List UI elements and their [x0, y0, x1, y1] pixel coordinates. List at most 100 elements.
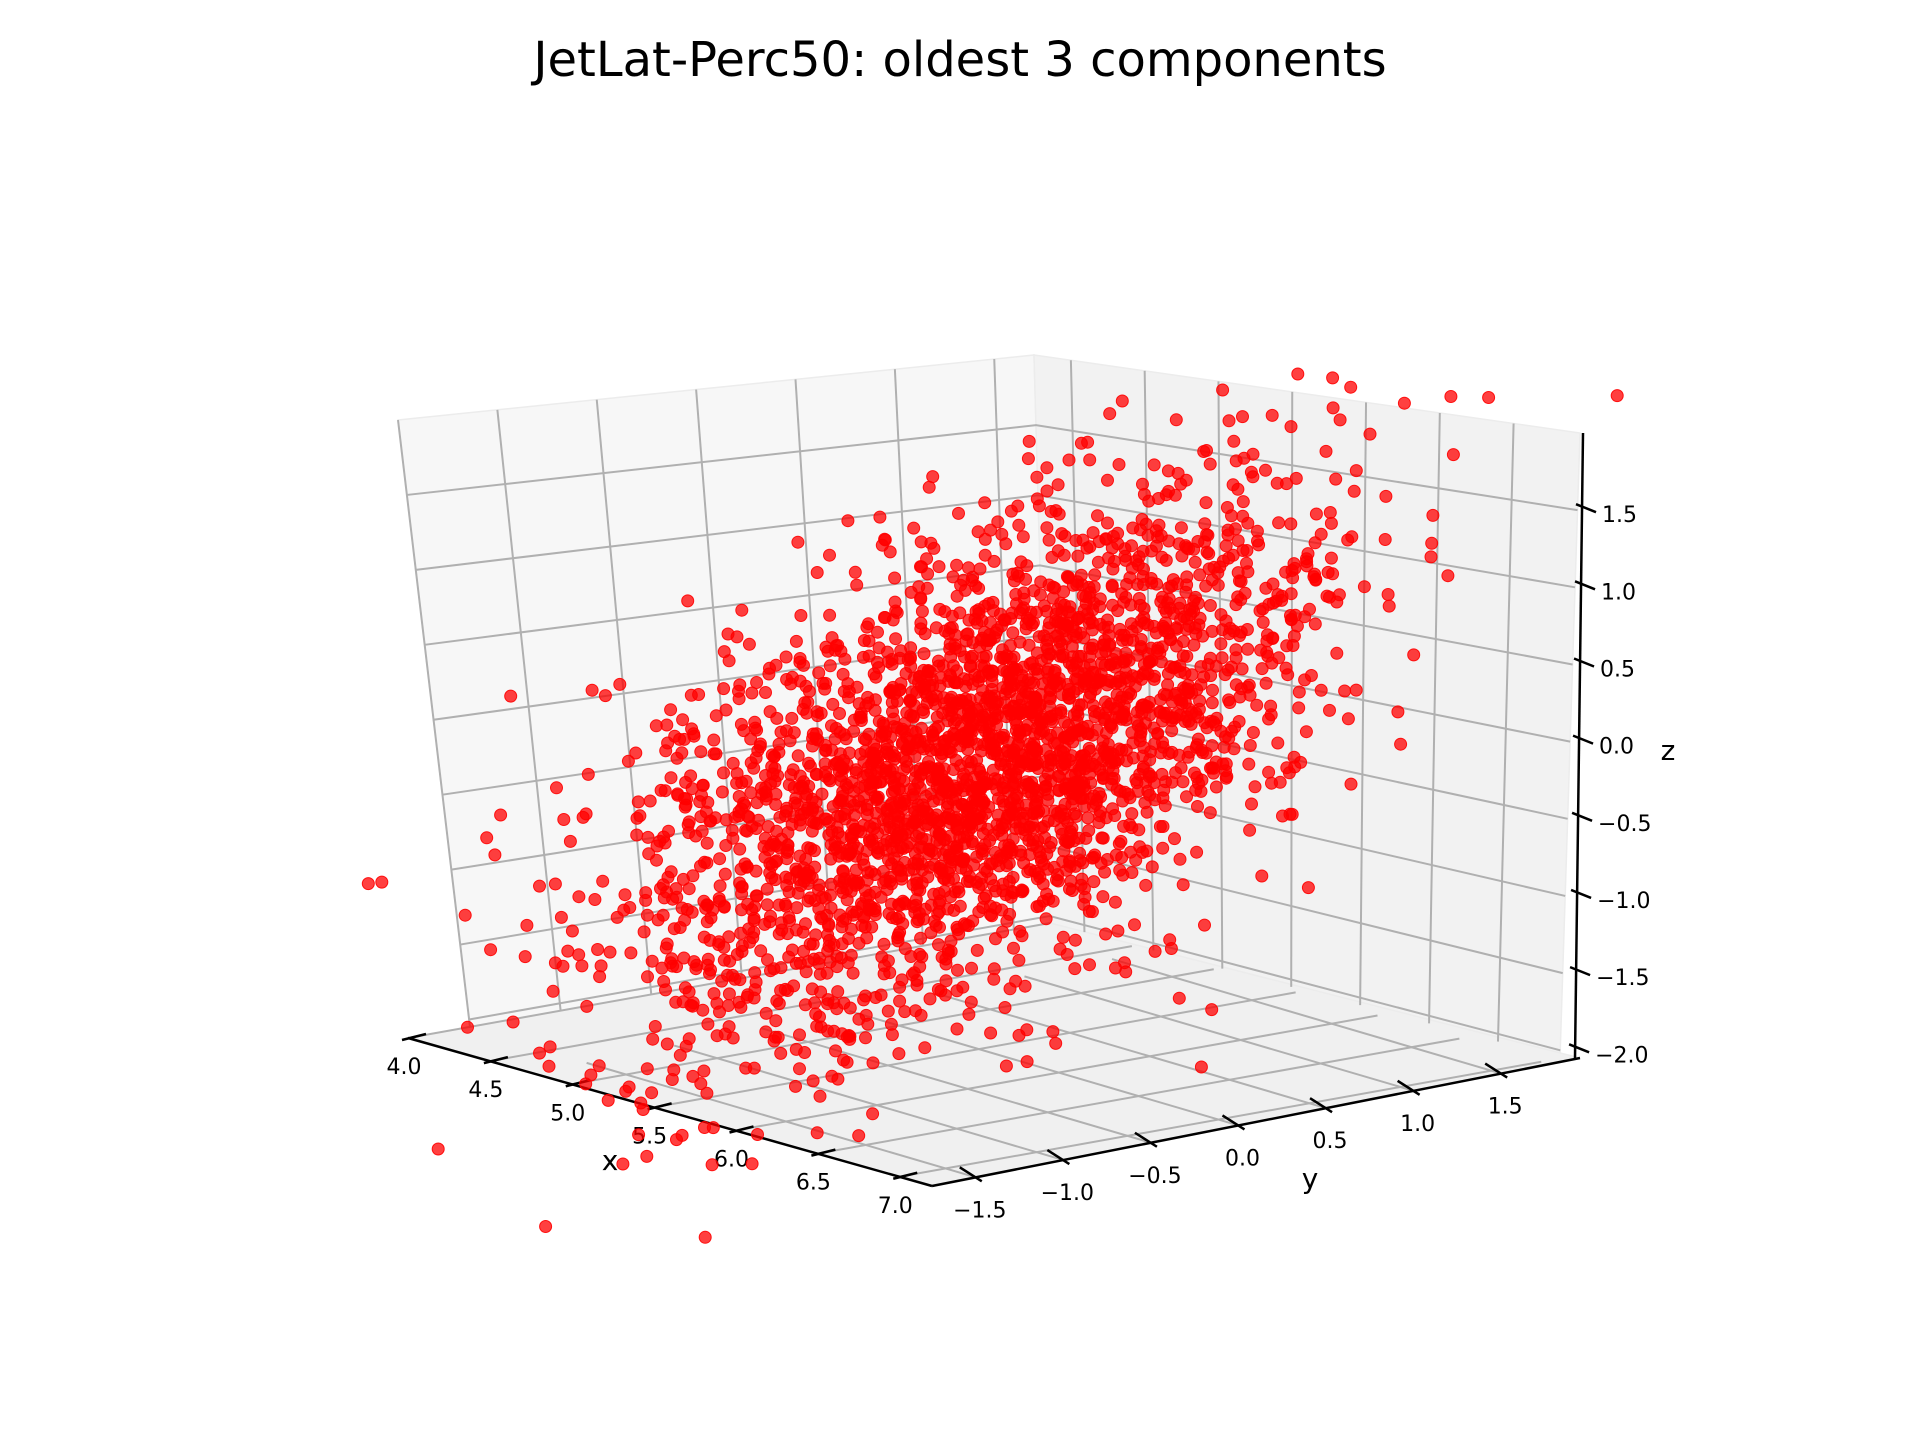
scatter-point [923, 992, 937, 1006]
scatter-point [645, 954, 659, 968]
scatter-point [1153, 706, 1167, 719]
scatter-point [722, 654, 736, 668]
scatter-point [1168, 660, 1182, 674]
scatter-point [985, 857, 999, 871]
scatter-point [676, 872, 690, 886]
scatter-point [972, 670, 986, 684]
z-tick-mark [1573, 657, 1595, 668]
y-axis-line [931, 1056, 1581, 1188]
scatter-point [993, 607, 1007, 621]
scatter-point [985, 682, 999, 696]
scatter-point [1168, 832, 1181, 846]
z-tick-label: 1.5 [1602, 503, 1637, 528]
scatter-point [1202, 562, 1216, 576]
scatter-point [1199, 579, 1213, 593]
scatter-point [1163, 601, 1177, 615]
scatter-point [977, 738, 991, 751]
scatter-point [1087, 875, 1101, 889]
scatter-point [1284, 420, 1298, 434]
scatter-point [785, 818, 799, 831]
scatter-point [1015, 929, 1029, 943]
scatter-point [1055, 527, 1069, 541]
scatter-point [961, 712, 974, 726]
x-tick-label: 7.0 [878, 1194, 913, 1219]
scatter-point [1003, 982, 1017, 996]
scatter-point [1012, 518, 1026, 532]
scatter-point [719, 703, 733, 717]
scatter-point [1349, 464, 1363, 478]
scatter-point [1011, 728, 1025, 742]
scatter-point [1101, 737, 1115, 751]
scatter-point [1046, 591, 1060, 605]
scatter-point [838, 652, 852, 666]
scatter-point [959, 634, 973, 648]
scatter-point [982, 597, 996, 611]
scatter-point [461, 1020, 474, 1034]
scatter-point [1101, 473, 1114, 487]
scatter-point [1069, 534, 1083, 547]
scatter-point [1054, 822, 1068, 836]
scatter-point [650, 839, 664, 853]
scatter-point [918, 1041, 932, 1055]
scatter-point [660, 937, 674, 951]
scatter-point [1151, 727, 1165, 741]
z-tick-mark [1575, 502, 1597, 514]
grid-line-x [735, 1014, 1378, 1132]
scatter-point [1021, 452, 1035, 466]
scatter-point [1171, 466, 1185, 480]
scatter-point [1299, 725, 1313, 739]
scatter-point [1255, 662, 1269, 676]
scatter-point [684, 769, 698, 783]
scatter-point [1102, 629, 1116, 642]
scatter-point [1079, 590, 1093, 604]
scatter-point [1341, 712, 1355, 726]
scatter-point [1482, 391, 1496, 404]
scatter-point [922, 842, 936, 856]
scatter-point [835, 769, 848, 783]
scatter-point [592, 1059, 606, 1073]
scatter-point [689, 829, 703, 843]
scatter-point [1323, 506, 1337, 519]
scatter-point [825, 719, 838, 733]
scatter-point [1205, 1003, 1219, 1017]
scatter-point [1391, 705, 1405, 719]
scatter-point [900, 731, 914, 745]
scatter-point [717, 766, 730, 780]
scatter-point [1088, 682, 1102, 696]
scatter-point [739, 1061, 753, 1075]
y-tick-mark [1134, 1131, 1158, 1148]
scatter-point [997, 798, 1011, 812]
scatter-point [506, 1015, 520, 1029]
scatter-point [1394, 737, 1408, 751]
x-tick-label: 6.0 [714, 1148, 749, 1173]
scatter-point [869, 670, 883, 684]
scatter-point [769, 1014, 783, 1028]
scatter-point [922, 480, 936, 494]
scatter-point [687, 955, 701, 969]
scatter-point [1057, 548, 1071, 562]
scatter-point [1101, 516, 1114, 530]
scatter-point [1013, 606, 1027, 620]
scatter-point [789, 1079, 802, 1093]
scatter-point [904, 641, 918, 655]
scatter-point [962, 1007, 976, 1021]
scatter-point [1379, 489, 1393, 503]
x-tick-label: 5.0 [550, 1101, 585, 1126]
scatter-point [896, 841, 910, 855]
scatter-point [848, 565, 862, 579]
scatter-point [964, 995, 978, 1009]
scatter-point [987, 554, 1001, 568]
scatter-point [978, 496, 992, 510]
scatter-point [952, 506, 965, 520]
scatter-point [657, 975, 671, 988]
scatter-point [601, 1093, 615, 1107]
scatter-point [1222, 551, 1236, 565]
scatter-point [996, 877, 1010, 891]
scatter-point [924, 898, 938, 912]
scatter-point [1047, 860, 1061, 874]
grid-line-y [673, 1044, 1064, 1162]
scatter-point [717, 940, 731, 954]
scatter-point [1006, 832, 1020, 846]
scatter-point [1246, 726, 1260, 739]
scatter-point [772, 997, 786, 1011]
